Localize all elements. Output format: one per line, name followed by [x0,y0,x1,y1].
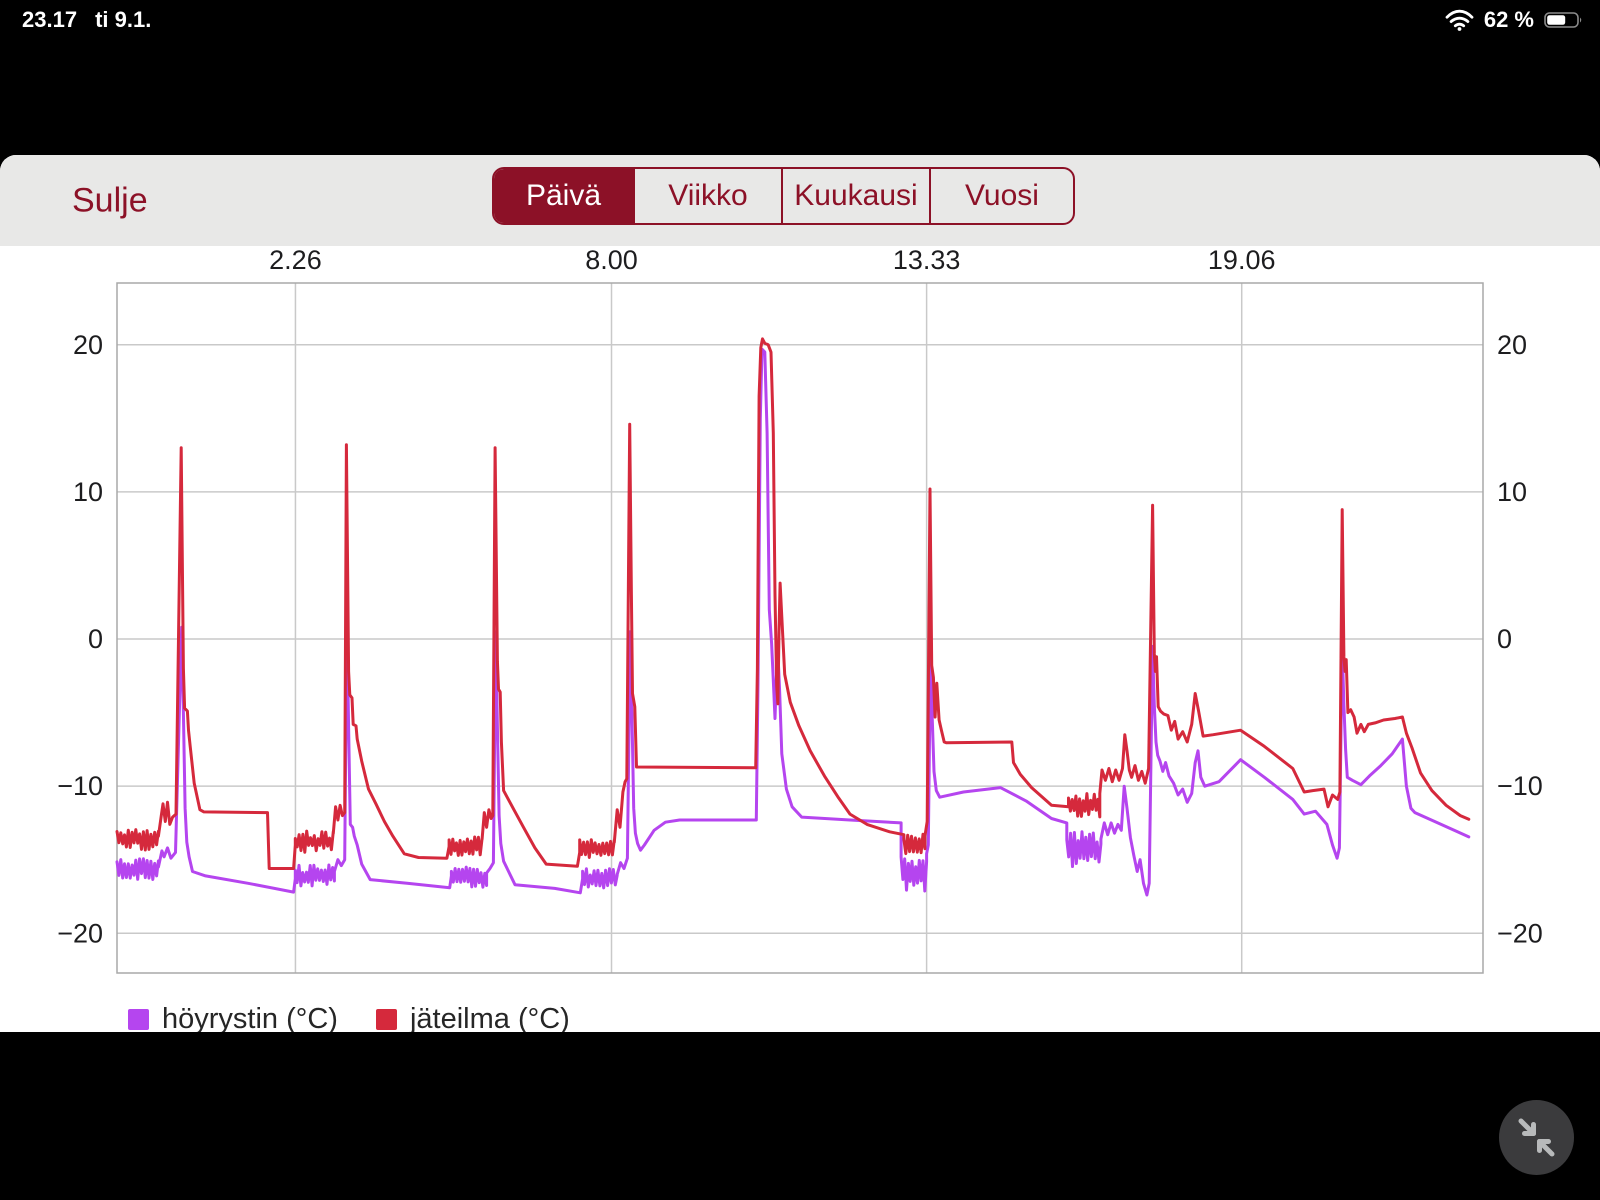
period-segmented-control: Päivä Viikko Kuukausi Vuosi [492,167,1075,225]
svg-text:0: 0 [1497,624,1512,654]
jateilma-swatch [375,1009,397,1030]
svg-text:20: 20 [1497,330,1527,360]
hoyrystin-swatch [128,1009,149,1030]
status-bar: 23.17 ti 9.1. 62 % [0,0,1600,44]
svg-text:−10: −10 [57,771,103,801]
battery-percent: 62 % [1483,7,1534,32]
legend-label: höyrystin (°C) [162,1003,338,1032]
toolbar: Sulje Päivä Viikko Kuukausi Vuosi [0,155,1600,246]
chart-legend: höyrystin (°C) jäteilma (°C) [128,1003,570,1032]
svg-text:10: 10 [1497,477,1527,507]
tab-viikko[interactable]: Viikko [633,169,781,223]
svg-text:0: 0 [88,624,103,654]
svg-text:19.06: 19.06 [1208,246,1276,275]
legend-item-jateilma[interactable]: jäteilma (°C) [375,1003,570,1032]
status-time: 23.17 [22,7,78,32]
tab-vuosi[interactable]: Vuosi [929,169,1073,223]
close-button[interactable]: Sulje [72,181,148,219]
wifi-icon [1445,9,1474,31]
collapse-fullscreen-button[interactable] [1499,1100,1574,1175]
tab-kuukausi[interactable]: Kuukausi [781,169,929,223]
svg-text:20: 20 [73,330,103,360]
svg-text:2.26: 2.26 [269,246,322,275]
status-date: ti 9.1. [95,7,152,32]
temperature-chart: 2.26 8.00 13.33 19.06 20 20 10 10 0 0 −10 −10 −20 −20 [57,246,1543,974]
svg-text:10: 10 [73,477,103,507]
collapse-arrows-icon [1518,1118,1555,1157]
svg-text:8.00: 8.00 [585,246,638,275]
battery-icon [1544,12,1582,28]
chart-panel: Sulje Päivä Viikko Kuukausi Vuosi 2.26 8.… [0,155,1600,1032]
svg-text:13.33: 13.33 [893,246,961,275]
tab-paiva[interactable]: Päivä [494,169,633,223]
legend-label: jäteilma (°C) [409,1003,570,1032]
legend-item-hoyrystin[interactable]: höyrystin (°C) [128,1003,338,1032]
svg-text:−20: −20 [57,918,103,948]
svg-text:−10: −10 [1497,771,1543,801]
svg-text:−20: −20 [1497,918,1543,948]
